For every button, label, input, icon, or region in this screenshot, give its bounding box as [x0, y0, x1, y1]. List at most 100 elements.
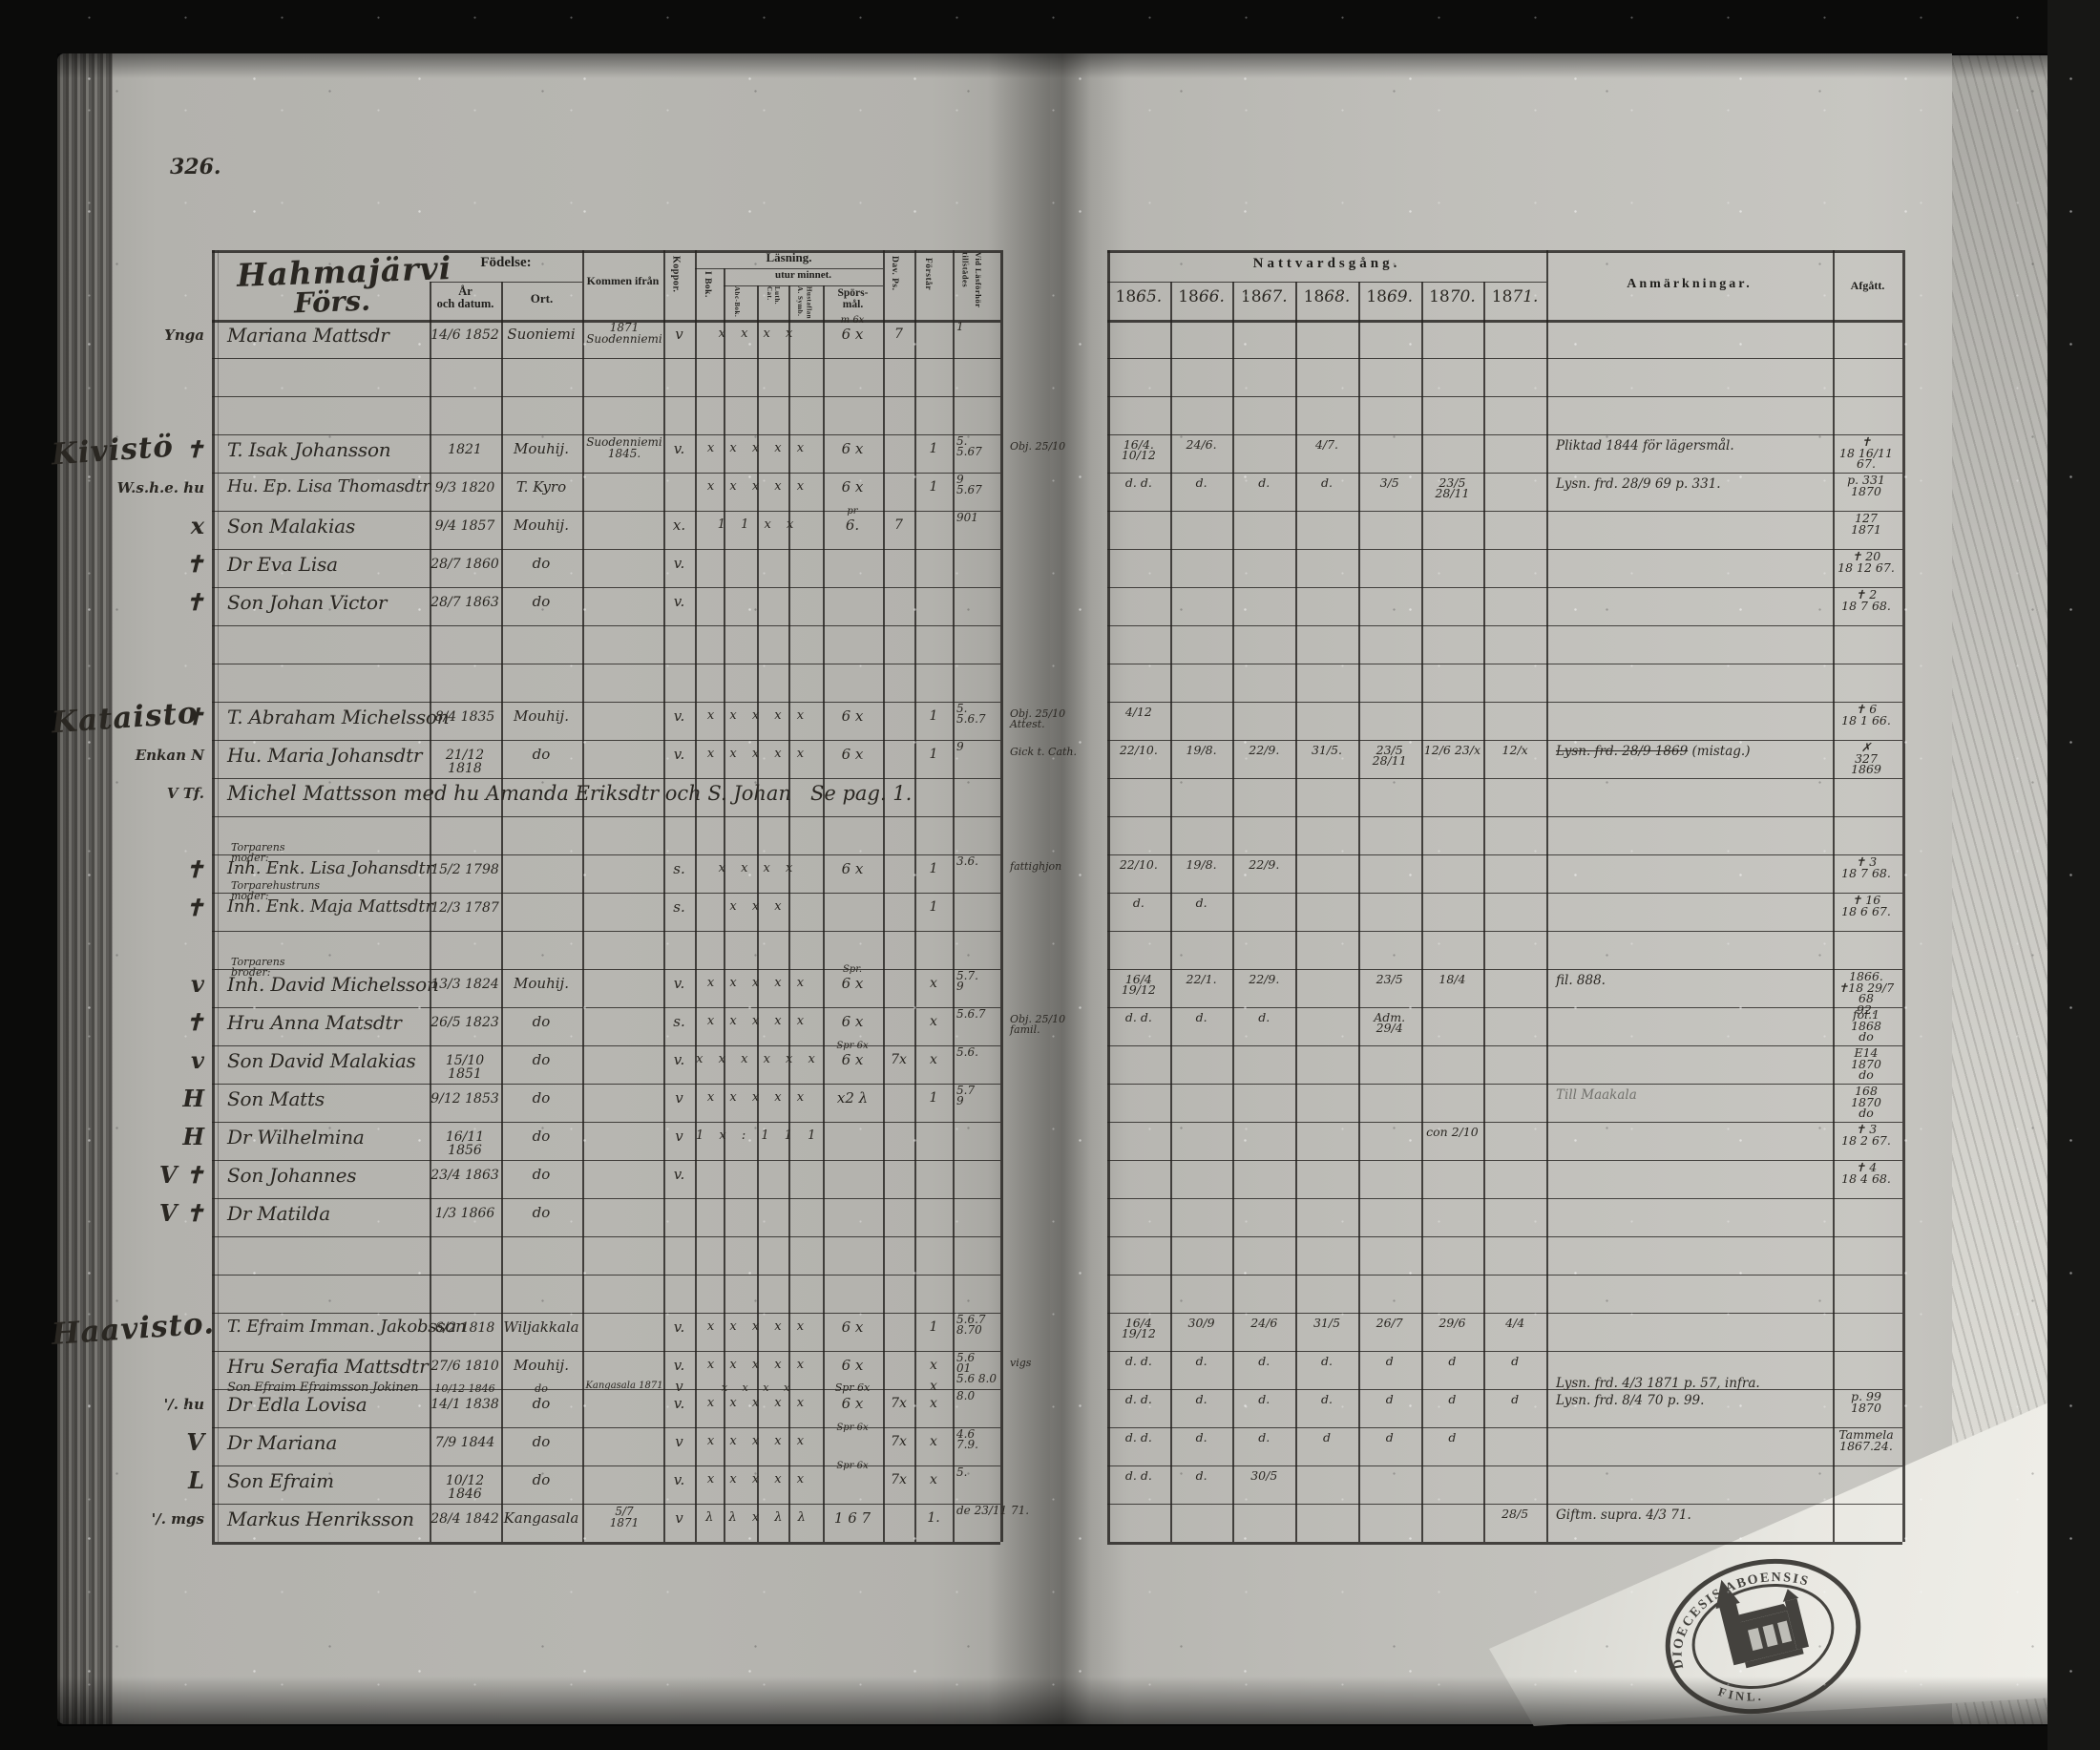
marks-reading: x x x x x: [706, 441, 810, 455]
header-fodelse: Födelse:: [480, 255, 532, 270]
mark-koppor: v.: [673, 975, 685, 992]
communion-mark: 22/9.: [1249, 857, 1280, 872]
marks-reading: x x x x x: [706, 747, 810, 761]
communion-mark: 18/4: [1438, 972, 1466, 986]
row-birthdate: 10/12 1846: [434, 1382, 495, 1395]
mark-koppor: s.: [673, 860, 685, 877]
year-header-1869: 1869.: [1366, 287, 1414, 306]
row-birthplace: do: [532, 1089, 551, 1107]
row-birthplace: Mouhij.: [514, 440, 569, 457]
row-came-from: 1871 Suodenniemi: [586, 321, 662, 346]
rule-horizontal: [1107, 1045, 1902, 1046]
rule-horizontal: [1107, 931, 1902, 932]
row-birthplace: do: [532, 1166, 551, 1183]
row-birthdate: 21/12 1818: [445, 748, 485, 777]
mark-vid-lasforhor: 4.6 7.9.: [956, 1427, 978, 1452]
rule-vertical: [757, 285, 759, 1542]
marks-reading: x x x x x: [706, 1014, 810, 1028]
rule-vertical: [1232, 282, 1234, 1542]
row-departed: ✗ 327 1869: [1851, 740, 1881, 776]
row-departed: ✝ 20 18 12 67.: [1838, 549, 1895, 575]
row-name: Hu. Ep. Lisa Thomasdtr: [227, 476, 430, 496]
communion-mark: 19/8.: [1186, 857, 1217, 872]
row-name: T. Abraham Michelsson: [227, 706, 450, 728]
spanning-entry: Michel Mattsson med hu Amanda Eriksdtr o…: [227, 782, 913, 805]
communion-mark: d. d.: [1124, 1354, 1152, 1368]
rule-vertical: [1902, 250, 1905, 1542]
mark-sporsmal: 6 x: [841, 478, 864, 495]
header-luth-cat: Luth. Cat.: [766, 286, 782, 306]
communion-mark: d: [1322, 1430, 1331, 1444]
mark-sporsmal: 6 x: [841, 1051, 864, 1068]
mark-dav-ps: 7: [894, 327, 903, 342]
rule-vertical: [823, 285, 825, 1542]
year-header-1867: 1867.: [1240, 287, 1288, 306]
mark-sporsmal: 6 x: [841, 440, 864, 457]
communion-mark: 26/7: [1376, 1316, 1403, 1330]
row-name: Son Matts: [227, 1087, 325, 1110]
communion-mark: d.: [1195, 1010, 1208, 1024]
mark-koppor: s.: [673, 1013, 685, 1030]
mark-forstar: 1: [929, 1090, 938, 1106]
scan-background-band: [2048, 0, 2100, 1750]
rule-vertical: [883, 250, 885, 1542]
row-birthplace: do: [532, 1128, 551, 1145]
margin-mark: ✝: [184, 703, 204, 730]
row-birthplace: do: [532, 1433, 551, 1450]
row-name: T. Isak Johansson: [227, 438, 391, 461]
mark-koppor: v: [675, 1089, 683, 1107]
header-anmarkningar: Anmärkningar.: [1627, 277, 1753, 291]
margin-note-right: fattighjon: [1010, 860, 1062, 873]
rule-horizontal: [1107, 250, 1902, 253]
row-birthplace: do: [532, 555, 551, 572]
communion-mark: 23/5: [1376, 972, 1403, 986]
header-forstar: Förstår: [922, 258, 933, 291]
row-departed: p. 99 1870: [1851, 1389, 1881, 1415]
rule-horizontal: [1107, 1465, 1902, 1466]
header-kommen-ifran: Kommen ifrån: [586, 274, 660, 287]
communion-mark: d.: [1195, 896, 1208, 910]
marks-reading: x x x x x: [706, 1396, 810, 1410]
row-birthplace: do: [532, 1051, 551, 1068]
mark-vid-lasforhor: 5. 5.6.7: [956, 702, 986, 727]
mark-koppor: v.: [673, 746, 685, 763]
communion-mark: 23/5 28/11: [1435, 475, 1470, 501]
mark-koppor: v.: [673, 1471, 685, 1488]
mark-forstar: 1: [929, 708, 938, 724]
row-birthdate: 9/3 1820: [434, 480, 495, 495]
rule-horizontal: [1107, 854, 1902, 855]
mark-koppor: v: [675, 1128, 683, 1145]
rule-vertical: [1170, 282, 1172, 1542]
rule-vertical: [953, 250, 955, 1542]
row-name: Son David Malakias: [227, 1049, 416, 1072]
margin-mark: x: [190, 512, 204, 539]
row-name: Inh. Enk. Maja Mattsdtr: [227, 896, 433, 917]
marks-reading: x x x x x x: [696, 1052, 821, 1066]
rule-horizontal: [430, 282, 582, 283]
communion-mark: d.: [1258, 1010, 1270, 1024]
communion-mark: 4/12: [1124, 705, 1152, 719]
margin-note-right: Obj. 25/10 Attest.: [1010, 707, 1066, 731]
margin-mark: ✝: [184, 435, 204, 463]
rule-horizontal: [1107, 1351, 1902, 1352]
row-name: Son Efraim: [227, 1469, 334, 1492]
mark-vid-lasforhor: 5.6.7 8.70: [956, 1313, 986, 1338]
header-utur-minnet: utur minnet.: [774, 269, 832, 281]
communion-mark: 24/6.: [1186, 437, 1217, 452]
communion-mark: d.: [1321, 475, 1333, 490]
row-came-from: Suodenniemi 1845.: [586, 435, 662, 460]
mark-koppor: s.: [673, 898, 685, 916]
communion-mark: d: [1448, 1354, 1457, 1368]
communion-mark: 3/5: [1379, 475, 1399, 490]
mark-koppor: v.: [673, 1357, 685, 1374]
marks-reading: x x x x x: [706, 479, 810, 494]
row-birthplace: do: [532, 593, 551, 610]
communion-mark: d: [1385, 1392, 1394, 1406]
rule-horizontal: [1107, 1122, 1902, 1123]
mark-sporsmal-note: Spr 6x: [836, 1041, 869, 1051]
mark-forstar: 1: [929, 1319, 938, 1335]
row-name: Mariana Mattsdr: [227, 324, 389, 347]
rule-horizontal: [1107, 473, 1902, 474]
margin-note-right: Obj. 25/10 famil.: [1010, 1013, 1066, 1037]
header-dav-ps: Dav. Ps.: [889, 256, 899, 291]
